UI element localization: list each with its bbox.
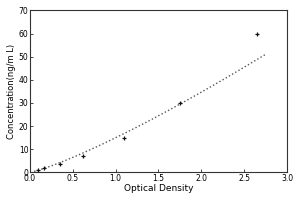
Y-axis label: Concentration(ng/m L): Concentration(ng/m L) [7,44,16,139]
X-axis label: Optical Density: Optical Density [124,184,193,193]
